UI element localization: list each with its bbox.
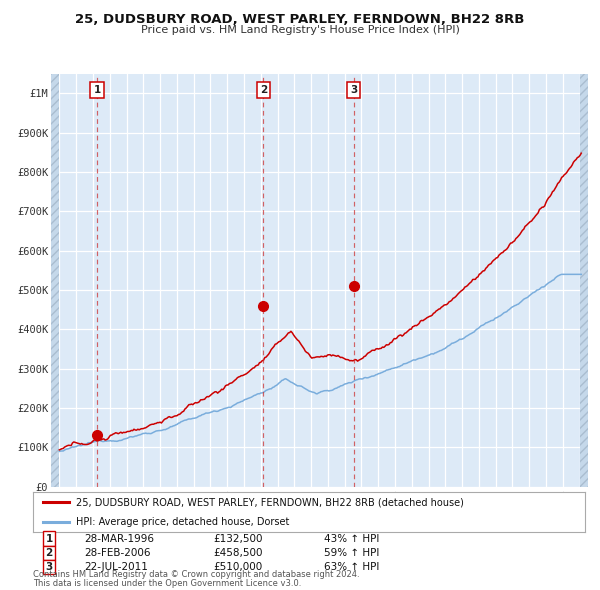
Text: 2: 2 [260,86,267,95]
Text: 1: 1 [46,534,53,543]
Text: £132,500: £132,500 [213,534,263,543]
Text: 43% ↑ HPI: 43% ↑ HPI [324,534,379,543]
Text: Price paid vs. HM Land Registry's House Price Index (HPI): Price paid vs. HM Land Registry's House … [140,25,460,35]
Text: 63% ↑ HPI: 63% ↑ HPI [324,562,379,572]
Bar [580,74,588,487]
Text: HPI: Average price, detached house, Dorset: HPI: Average price, detached house, Dors… [76,517,289,527]
Text: £510,000: £510,000 [213,562,262,572]
Text: 25, DUDSBURY ROAD, WEST PARLEY, FERNDOWN, BH22 8RB: 25, DUDSBURY ROAD, WEST PARLEY, FERNDOWN… [76,13,524,26]
Text: Contains HM Land Registry data © Crown copyright and database right 2024.: Contains HM Land Registry data © Crown c… [33,571,359,579]
Text: This data is licensed under the Open Government Licence v3.0.: This data is licensed under the Open Gov… [33,579,301,588]
Text: 3: 3 [46,562,53,572]
Text: £458,500: £458,500 [213,548,263,558]
Text: 22-JUL-2011: 22-JUL-2011 [84,562,148,572]
Text: 28-MAR-1996: 28-MAR-1996 [84,534,154,543]
Text: 2: 2 [46,548,53,558]
Text: 59% ↑ HPI: 59% ↑ HPI [324,548,379,558]
Text: 1: 1 [94,86,101,95]
Text: 25, DUDSBURY ROAD, WEST PARLEY, FERNDOWN, BH22 8RB (detached house): 25, DUDSBURY ROAD, WEST PARLEY, FERNDOWN… [76,497,464,507]
Text: 28-FEB-2006: 28-FEB-2006 [84,548,151,558]
Text: 3: 3 [350,86,358,95]
Bar [51,74,59,487]
